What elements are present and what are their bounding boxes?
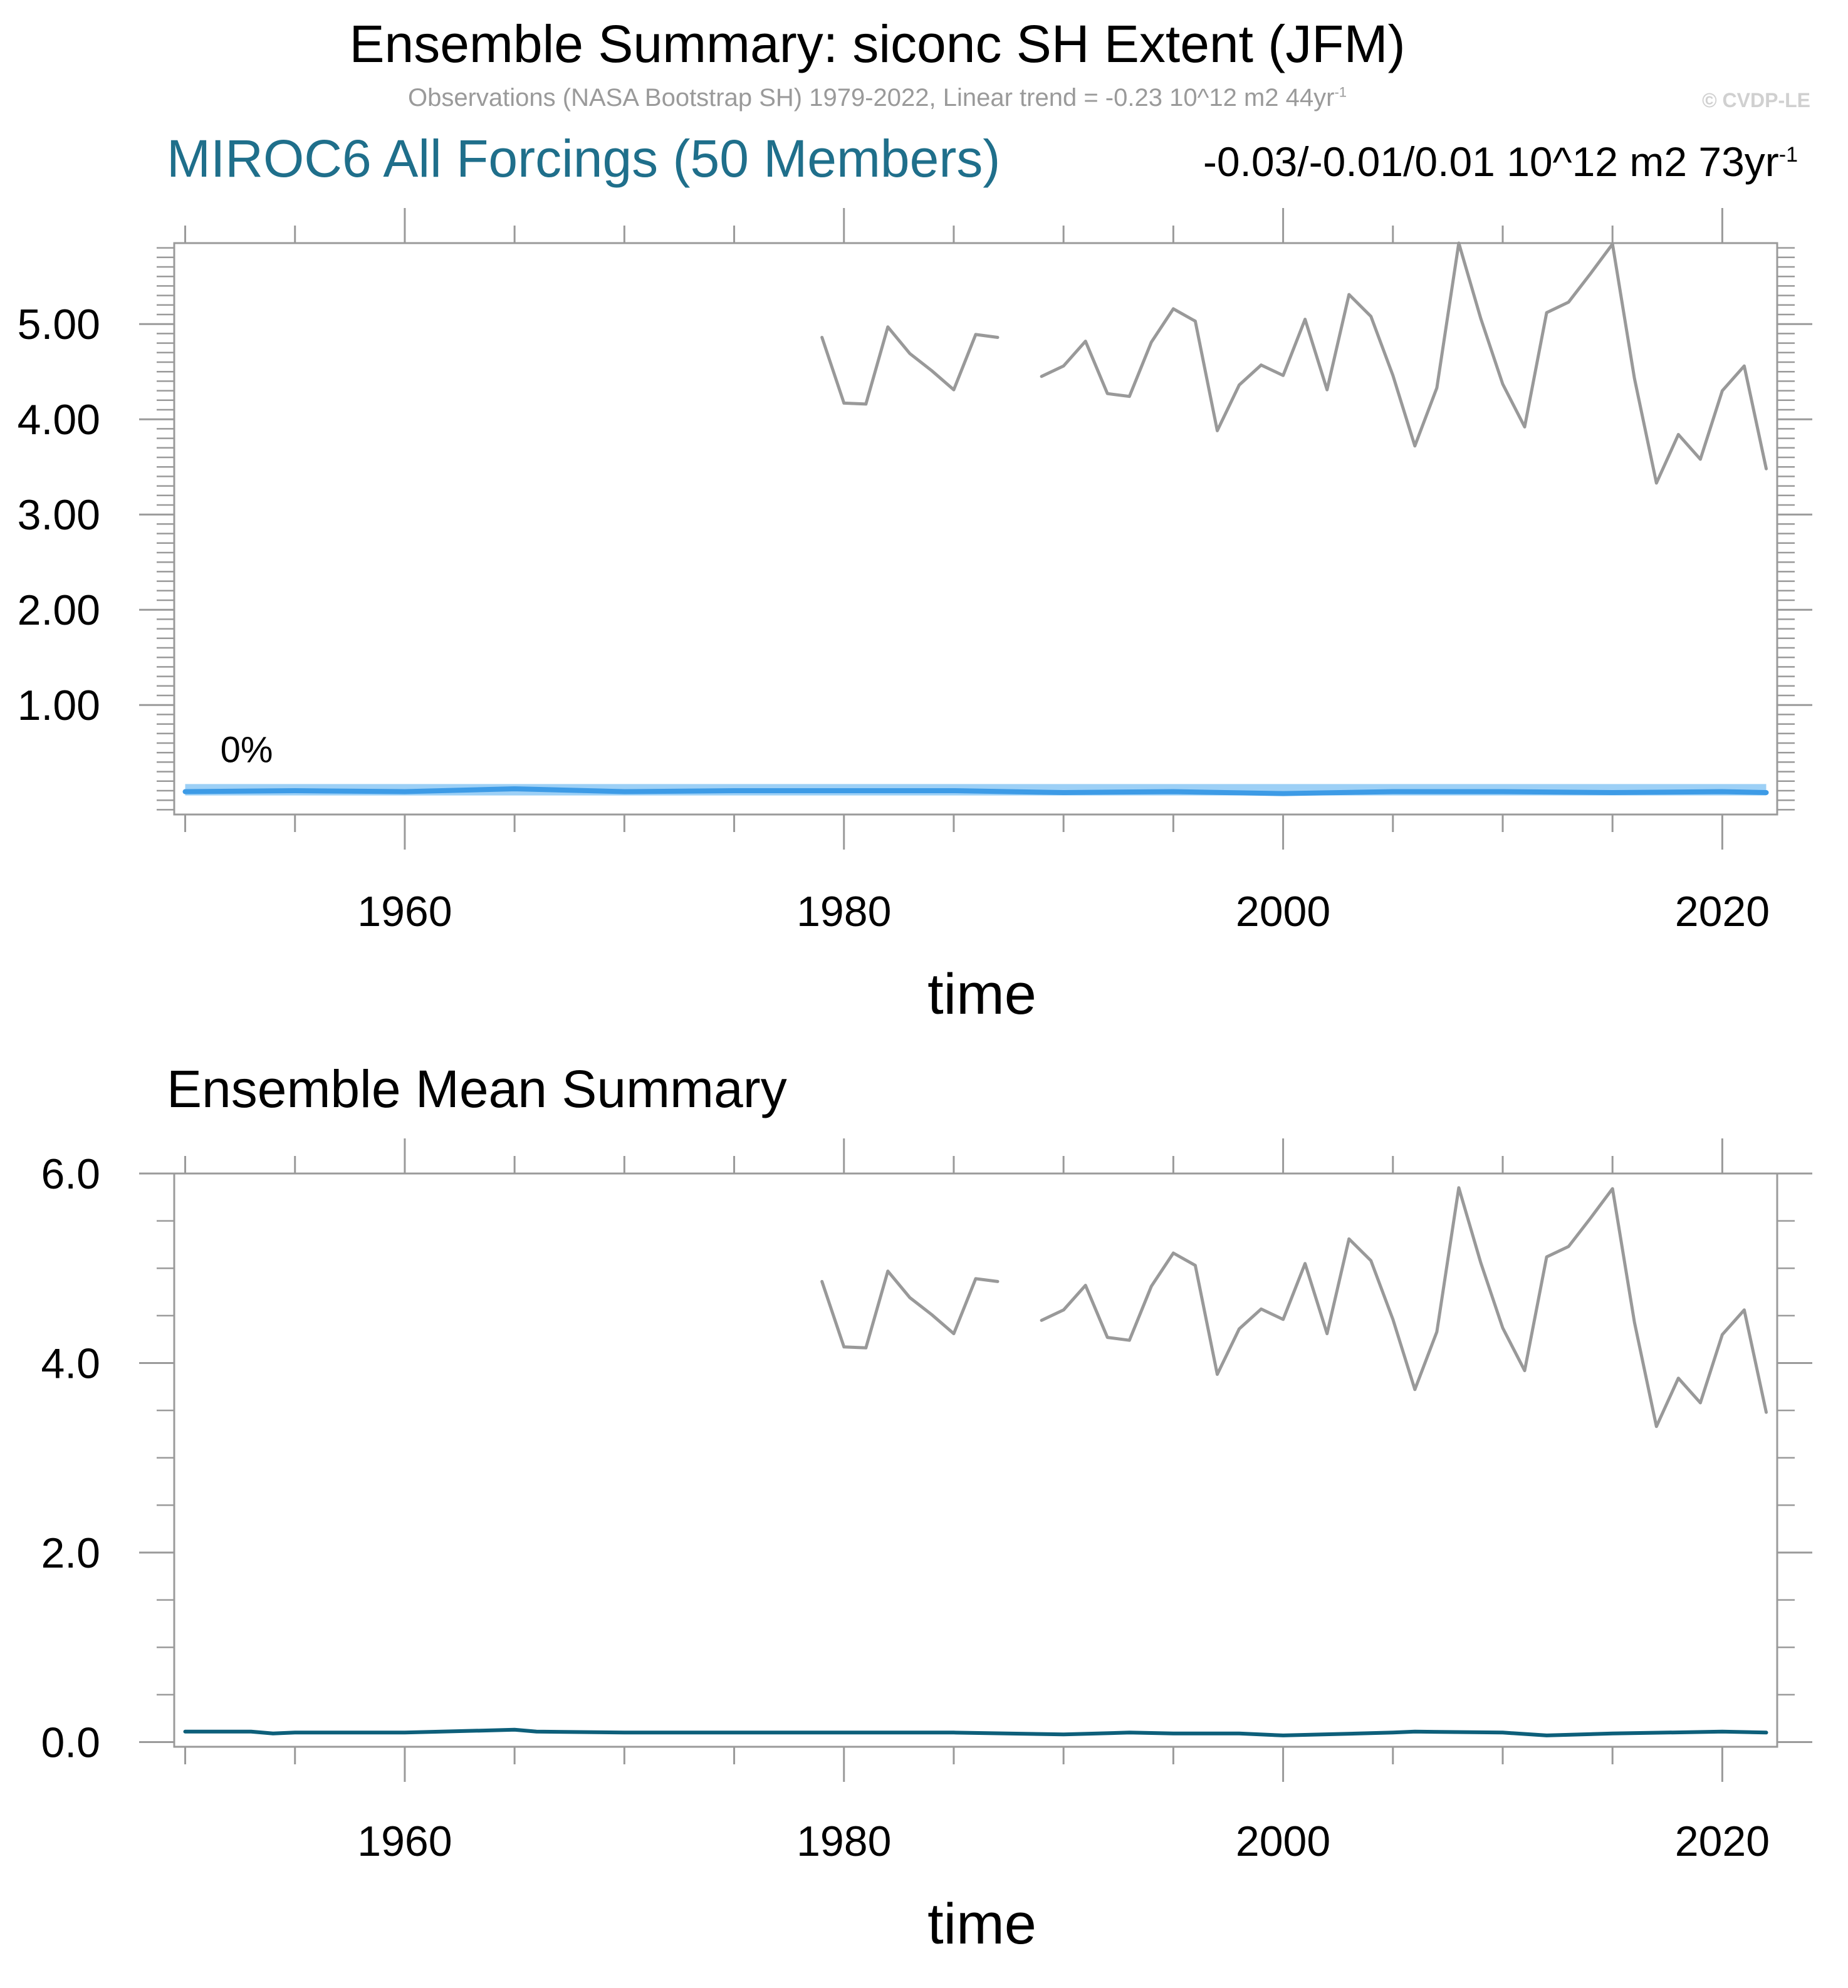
panel1-ensemble-median-line xyxy=(182,786,1769,796)
main-title: Ensemble Summary: siconc SH Extent (JFM) xyxy=(349,14,1406,73)
panel1-ytick-label: 4.00 xyxy=(18,396,100,444)
panel1-observations-line xyxy=(820,241,1768,485)
subtitle-superscript: -1 xyxy=(1334,84,1347,100)
panel2-ytick-label: 0.0 xyxy=(41,1719,100,1766)
panel2-frame xyxy=(173,1172,1778,1748)
panel2-left-title: Ensemble Mean Summary xyxy=(167,1059,787,1118)
panel1-trend-text: -0.03/-0.01/0.01 10^12 m2 73yr xyxy=(1203,138,1779,185)
panel1-xlabel: time xyxy=(927,962,1036,1026)
subtitle-text: Observations (NASA Bootstrap SH) 1979-20… xyxy=(407,84,1335,112)
panel1-ytick-label: 1.00 xyxy=(18,682,100,729)
panel1-left-title: MIROC6 All Forcings (50 Members) xyxy=(167,129,1001,188)
subtitle: Observations (NASA Bootstrap SH) 1979-20… xyxy=(0,84,1755,112)
panel2-xtick-label: 2020 xyxy=(1675,1818,1770,1865)
panel2-xtick-label: 1960 xyxy=(357,1818,452,1865)
panel1-xtick-label: 2000 xyxy=(1236,888,1330,935)
panel1-frame xyxy=(173,242,1778,816)
panel1-ytick-label: 3.00 xyxy=(18,491,100,539)
panel1-ytick-label: 2.00 xyxy=(18,586,100,634)
panel1-ytick-label: 5.00 xyxy=(18,301,100,348)
panel1-xtick-label: 1980 xyxy=(796,888,891,935)
panel1-percent-annotation: 0% xyxy=(221,729,273,770)
panel2-xlabel: time xyxy=(927,1892,1036,1956)
panel2-ytick-label: 6.0 xyxy=(41,1150,100,1198)
panel1-xtick-label: 1960 xyxy=(357,888,452,935)
panel2-ytick-label: 2.0 xyxy=(41,1529,100,1577)
copyright-label: © CVDP-LE xyxy=(1702,89,1810,112)
panel2-observations-line xyxy=(820,1186,1768,1429)
panel2-xtick-label: 1980 xyxy=(796,1818,891,1865)
panel1-xtick-label: 2020 xyxy=(1675,888,1770,935)
panel1-right-title: -0.03/-0.01/0.01 10^12 m2 73yr-1 xyxy=(1203,138,1798,185)
panel2-ensemble-mean-line xyxy=(183,1727,1768,1737)
panel1-trend-superscript: -1 xyxy=(1778,143,1798,167)
panel2-xtick-label: 2000 xyxy=(1236,1818,1330,1865)
panel2-ytick-label: 4.0 xyxy=(41,1340,100,1387)
